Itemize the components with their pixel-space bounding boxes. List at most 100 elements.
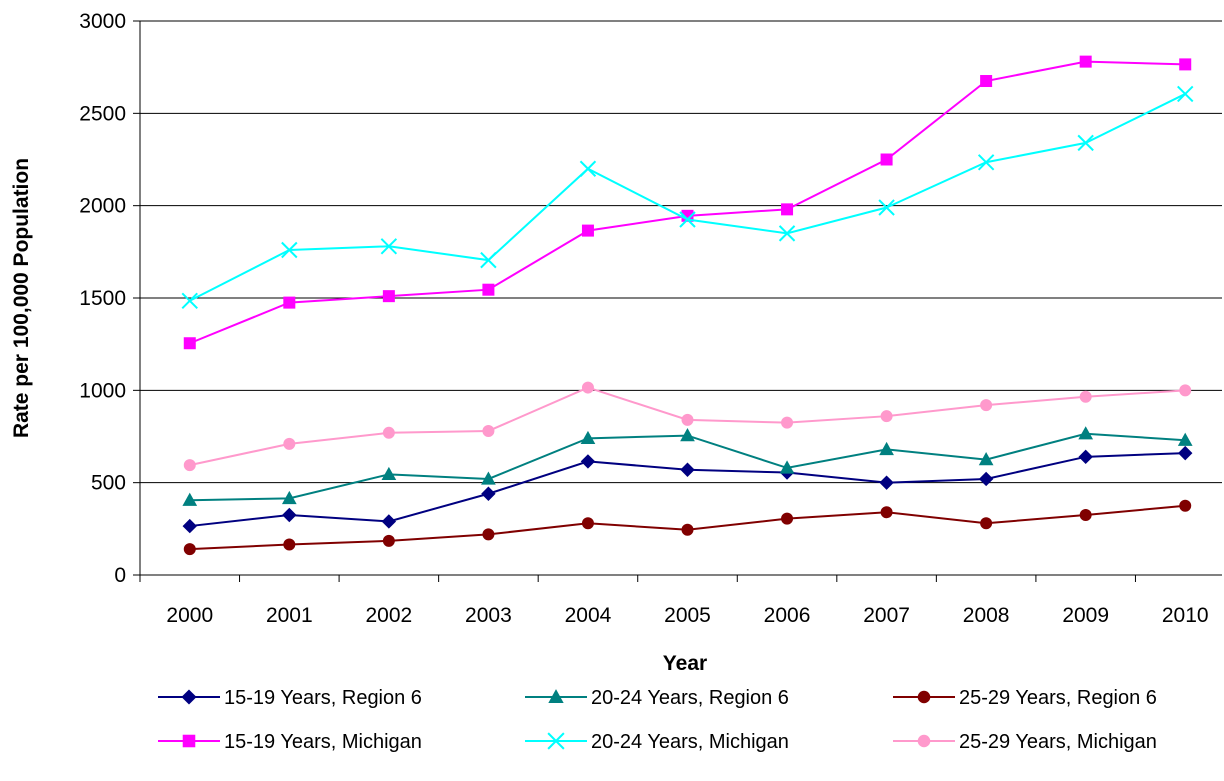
point-marker: [580, 430, 596, 445]
x-tick-label: 2008: [963, 604, 1010, 627]
point-marker: [283, 296, 296, 309]
point-marker: [581, 517, 594, 530]
y-tick-label: 500: [91, 472, 126, 495]
x-tick-label: 2009: [1062, 604, 1109, 627]
series-6: [183, 381, 1192, 472]
point-marker: [382, 426, 395, 439]
point-marker: [977, 154, 995, 171]
point-marker-stroke: [579, 160, 597, 177]
point-marker: [1179, 384, 1192, 397]
point-marker: [1079, 508, 1092, 521]
point-marker: [547, 732, 565, 750]
gridlines: [140, 20, 1222, 484]
x-tick-label: 2004: [565, 604, 612, 627]
point-marker: [1177, 85, 1194, 103]
point-marker: [181, 292, 198, 309]
point-marker: [1178, 445, 1193, 461]
x-tick-label: 2002: [366, 604, 413, 627]
point-marker-stroke: [1077, 134, 1094, 152]
point-marker: [679, 211, 696, 228]
point-marker: [481, 486, 496, 501]
legend-label: 25-29 Years, Region 6: [959, 687, 1157, 709]
point-marker-stroke: [547, 732, 565, 750]
legend-item: 20-24 Years, Region 6: [525, 687, 789, 709]
point-marker: [381, 514, 397, 529]
series-1: [182, 445, 1193, 534]
point-marker: [481, 471, 496, 485]
point-marker-stroke: [181, 292, 198, 309]
series-2: [182, 426, 1193, 506]
point-marker-stroke: [480, 251, 497, 269]
legend-item: 25-29 Years, Region 6: [893, 687, 1157, 709]
point-marker: [781, 203, 794, 216]
point-marker: [1079, 55, 1092, 68]
point-marker: [781, 416, 794, 429]
point-marker: [1177, 432, 1193, 446]
point-marker: [580, 454, 596, 469]
legend-item: 20-24 Years, Michigan: [525, 731, 789, 753]
point-marker: [781, 512, 794, 525]
point-marker: [680, 462, 695, 477]
point-marker: [980, 517, 993, 530]
point-marker: [878, 199, 895, 216]
point-marker: [1079, 390, 1092, 403]
point-marker-stroke: [1177, 85, 1194, 103]
legend-label: 25-29 Years, Michigan: [959, 731, 1157, 753]
y-tick-label: 2000: [79, 195, 126, 218]
series-line: [189, 386, 1186, 467]
point-marker: [879, 441, 894, 456]
point-marker: [183, 337, 196, 350]
series-line: [189, 93, 1186, 302]
point-marker: [183, 543, 196, 556]
point-marker: [282, 507, 297, 523]
point-marker-stroke: [380, 238, 398, 255]
point-marker: [283, 437, 296, 450]
point-marker: [183, 459, 196, 472]
legend-label: 20-24 Years, Region 6: [591, 687, 789, 709]
x-tick-label: 2006: [764, 604, 811, 627]
point-marker: [880, 153, 893, 166]
point-marker: [579, 160, 597, 177]
point-marker: [482, 283, 495, 296]
point-marker: [680, 428, 695, 442]
point-marker: [917, 690, 931, 704]
point-marker: [482, 528, 495, 541]
point-marker-stroke: [878, 199, 895, 216]
point-marker: [182, 518, 197, 534]
point-marker: [581, 224, 594, 237]
series-line: [189, 60, 1186, 345]
point-marker: [880, 506, 893, 519]
point-marker: [978, 471, 994, 487]
point-marker: [182, 492, 198, 506]
point-marker: [980, 75, 993, 88]
x-tick-label: 2000: [166, 604, 213, 627]
x-axis-title: Year: [663, 652, 707, 675]
x-tick-label: 2001: [266, 604, 313, 627]
x-tick-label: 2010: [1162, 604, 1209, 627]
point-marker: [480, 251, 497, 269]
point-marker-stroke: [679, 211, 696, 228]
point-marker: [382, 290, 395, 303]
point-marker: [778, 225, 796, 242]
point-marker: [1078, 426, 1094, 440]
point-marker: [681, 413, 694, 426]
point-marker: [1179, 58, 1192, 71]
series-group: [181, 55, 1194, 556]
point-marker: [548, 689, 564, 703]
point-marker: [380, 238, 398, 255]
x-axis-ticks: 2000 2001 2002 2003 2004 2005 2006 2007 2008 2009…: [139, 575, 1209, 627]
legend-label: 15-19 Years, Region 6: [224, 687, 422, 709]
legend-label: 20-24 Years, Michigan: [591, 731, 789, 753]
point-marker: [980, 399, 993, 412]
y-tick-label: 1000: [79, 379, 126, 402]
point-marker-stroke: [778, 225, 796, 242]
point-marker: [1077, 134, 1094, 152]
y-axis-ticks: 0 500 1000 1500 2000 2500 3000: [79, 10, 140, 587]
point-marker: [181, 689, 197, 705]
point-marker: [681, 523, 694, 536]
series-3: [183, 499, 1192, 556]
point-marker: [1078, 449, 1093, 465]
point-marker: [581, 381, 594, 394]
series-5: [181, 85, 1194, 309]
series-4: [183, 55, 1192, 350]
